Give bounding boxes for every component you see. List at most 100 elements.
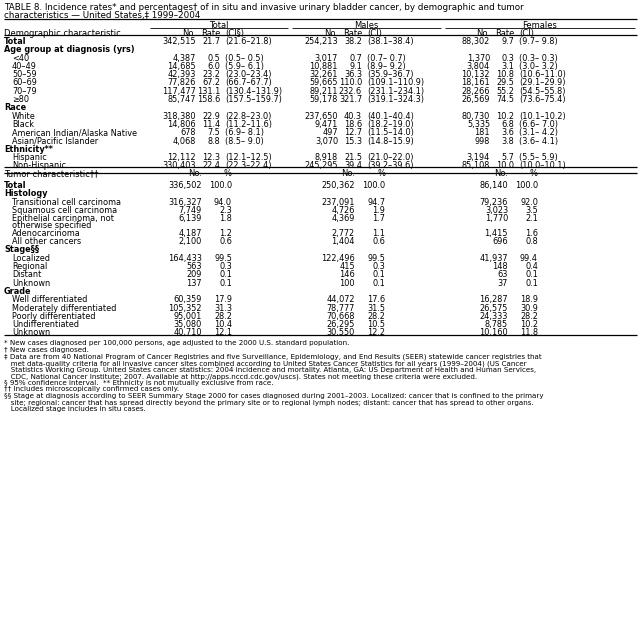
Text: 3.8: 3.8: [501, 136, 514, 146]
Text: (109.1–110.9): (109.1–110.9): [367, 79, 424, 87]
Text: 59,665: 59,665: [310, 79, 338, 87]
Text: 342,515: 342,515: [162, 37, 196, 46]
Text: 55.2: 55.2: [496, 87, 514, 96]
Text: 100.0: 100.0: [209, 181, 232, 190]
Text: 2,772: 2,772: [332, 229, 355, 238]
Text: 70–79: 70–79: [12, 87, 37, 96]
Text: <40: <40: [12, 53, 29, 63]
Text: 59,178: 59,178: [310, 95, 338, 104]
Text: 10.0: 10.0: [496, 161, 514, 171]
Text: (38.1–38.4): (38.1–38.4): [367, 37, 413, 46]
Text: 678: 678: [181, 128, 196, 137]
Text: 10,132: 10,132: [462, 70, 490, 79]
Text: 148: 148: [492, 262, 508, 271]
Text: 318,380: 318,380: [163, 112, 196, 121]
Text: 4,387: 4,387: [173, 53, 196, 63]
Text: Unknown: Unknown: [12, 329, 50, 337]
Text: 18.9: 18.9: [520, 295, 538, 304]
Text: 29.5: 29.5: [496, 79, 514, 87]
Text: Regional: Regional: [12, 262, 47, 271]
Text: 14,806: 14,806: [167, 120, 196, 129]
Text: 0.5: 0.5: [207, 53, 220, 63]
Text: (18.2–19.0): (18.2–19.0): [367, 120, 413, 129]
Text: 4,187: 4,187: [179, 229, 202, 238]
Text: 16,287: 16,287: [479, 295, 508, 304]
Text: 117,477: 117,477: [162, 87, 196, 96]
Text: 17.9: 17.9: [214, 295, 232, 304]
Text: (73.6–75.4): (73.6–75.4): [519, 95, 565, 104]
Text: 8.8: 8.8: [207, 136, 220, 146]
Text: 28.2: 28.2: [367, 312, 385, 321]
Text: 94.7: 94.7: [367, 198, 385, 206]
Text: 41,937: 41,937: [479, 254, 508, 263]
Text: (8.9– 9.2): (8.9– 9.2): [367, 62, 406, 71]
Text: 131.1: 131.1: [197, 87, 220, 96]
Text: 6.0: 6.0: [207, 62, 220, 71]
Text: 11.4: 11.4: [202, 120, 220, 129]
Text: 31.5: 31.5: [367, 304, 385, 312]
Text: %: %: [377, 169, 385, 178]
Text: 67.2: 67.2: [202, 79, 220, 87]
Text: Total: Total: [4, 181, 26, 190]
Text: 0.8: 0.8: [525, 237, 538, 246]
Text: 0.6: 0.6: [219, 237, 232, 246]
Text: Localized stage includes in situ cases.: Localized stage includes in situ cases.: [4, 406, 146, 412]
Text: 10.2: 10.2: [496, 112, 514, 121]
Text: 70,668: 70,668: [326, 312, 355, 321]
Text: Males: Males: [354, 22, 379, 30]
Text: No.: No.: [476, 29, 490, 38]
Text: 497: 497: [322, 128, 338, 137]
Text: ≥80: ≥80: [12, 95, 29, 104]
Text: 9.7: 9.7: [501, 37, 514, 46]
Text: 23.2: 23.2: [202, 70, 220, 79]
Text: otherwise specified: otherwise specified: [12, 221, 92, 230]
Text: CDC, National Cancer Institute; 2007. Available at http://apps.nccd.cdc.gov/uscs: CDC, National Cancer Institute; 2007. Av…: [4, 373, 477, 379]
Text: 4,369: 4,369: [331, 215, 355, 223]
Text: 92.0: 92.0: [520, 198, 538, 206]
Text: 11.8: 11.8: [520, 329, 538, 337]
Text: 30.9: 30.9: [520, 304, 538, 312]
Text: (3.6– 4.1): (3.6– 4.1): [519, 136, 558, 146]
Text: 99.5: 99.5: [214, 254, 232, 263]
Text: †† Includes microscopically confirmed cases only.: †† Includes microscopically confirmed ca…: [4, 386, 179, 392]
Text: 209: 209: [187, 270, 202, 280]
Text: No.: No.: [188, 169, 202, 178]
Text: (10.6–11.0): (10.6–11.0): [519, 70, 566, 79]
Text: 3,070: 3,070: [315, 136, 338, 146]
Text: 0.1: 0.1: [219, 278, 232, 288]
Text: 0.1: 0.1: [219, 270, 232, 280]
Text: (5.5– 5.9): (5.5– 5.9): [519, 153, 558, 162]
Text: 8,918: 8,918: [315, 153, 338, 162]
Text: 31.3: 31.3: [214, 304, 232, 312]
Text: 95,001: 95,001: [174, 312, 202, 321]
Text: 22.9: 22.9: [202, 112, 220, 121]
Text: (23.0–23.4): (23.0–23.4): [225, 70, 272, 79]
Text: (21.6–21.8): (21.6–21.8): [225, 37, 272, 46]
Text: 2.3: 2.3: [219, 206, 232, 215]
Text: 85,108: 85,108: [462, 161, 490, 171]
Text: (6.6– 7.0): (6.6– 7.0): [519, 120, 558, 129]
Text: 3.5: 3.5: [525, 206, 538, 215]
Text: 3,194: 3,194: [467, 153, 490, 162]
Text: 40.3: 40.3: [344, 112, 362, 121]
Text: Rate: Rate: [495, 29, 514, 38]
Text: 1,770: 1,770: [485, 215, 508, 223]
Text: 9.1: 9.1: [349, 62, 362, 71]
Text: 40–49: 40–49: [12, 62, 37, 71]
Text: 7.5: 7.5: [207, 128, 220, 137]
Text: 3,017: 3,017: [315, 53, 338, 63]
Text: 77,826: 77,826: [168, 79, 196, 87]
Text: 110.0: 110.0: [338, 79, 362, 87]
Text: 40,710: 40,710: [174, 329, 202, 337]
Text: 1,404: 1,404: [331, 237, 355, 246]
Text: (CI): (CI): [367, 29, 382, 38]
Text: 3.1: 3.1: [501, 62, 514, 71]
Text: Unknown: Unknown: [12, 278, 50, 288]
Text: 39.4: 39.4: [344, 161, 362, 171]
Text: 24,333: 24,333: [479, 312, 508, 321]
Text: 74.5: 74.5: [496, 95, 514, 104]
Text: 6,139: 6,139: [179, 215, 202, 223]
Text: 137: 137: [187, 278, 202, 288]
Text: %: %: [530, 169, 538, 178]
Text: 18,161: 18,161: [462, 79, 490, 87]
